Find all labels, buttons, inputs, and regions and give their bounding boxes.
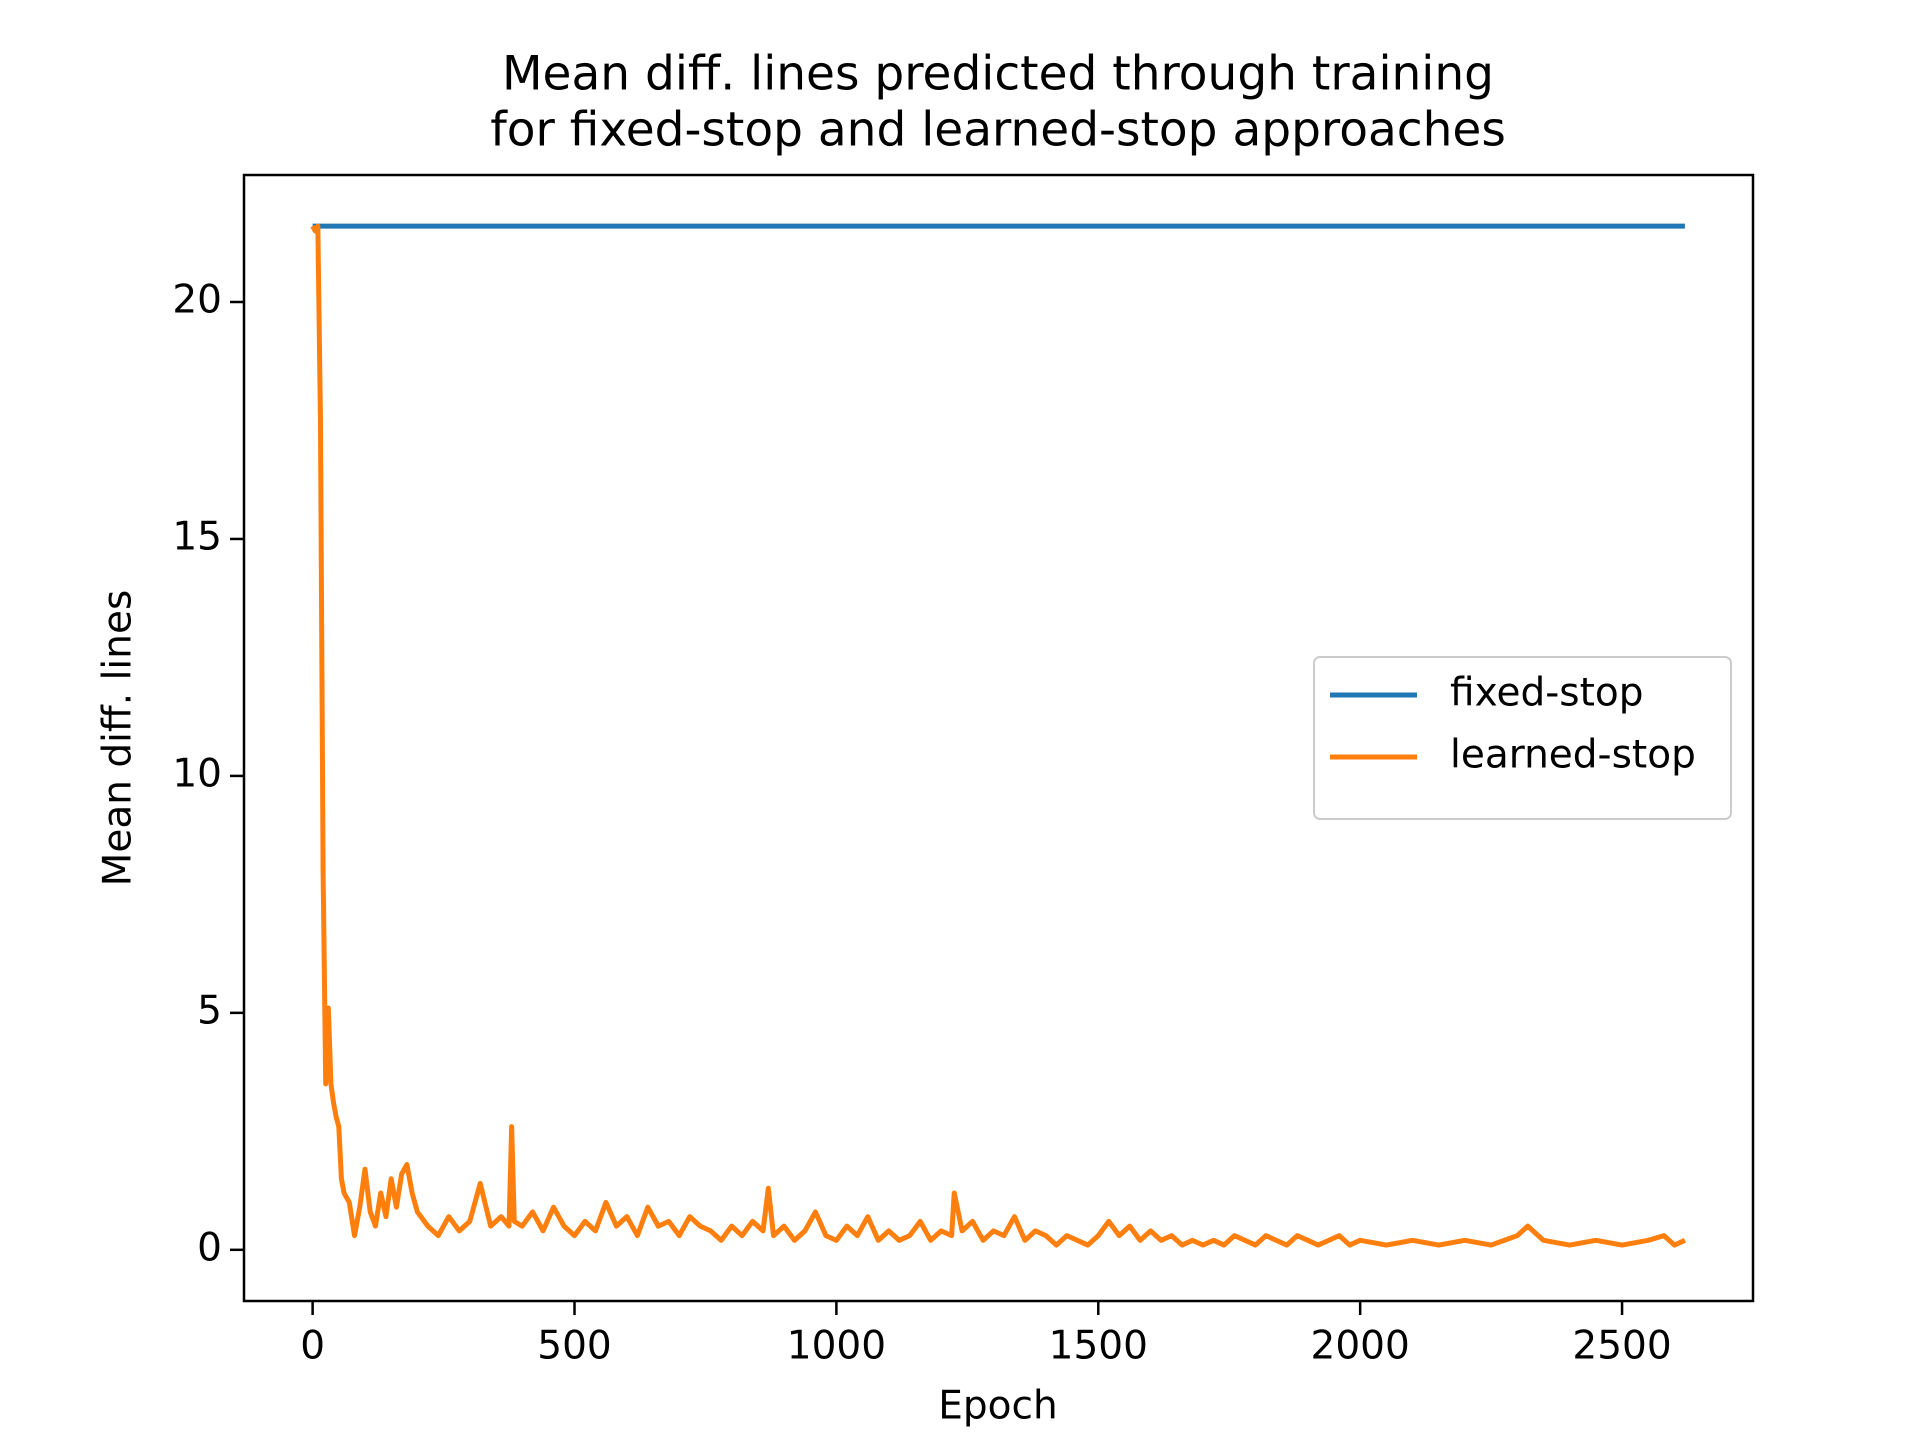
x-axis-label: Epoch [938, 1384, 1057, 1429]
x-tick-label: 0 [300, 1324, 325, 1369]
y-tick-label: 15 [172, 514, 222, 559]
legend-label: fixed-stop [1450, 671, 1644, 716]
series-line [310, 223, 1686, 1248]
x-tick-label: 2000 [1311, 1324, 1410, 1369]
y-tick-label: 0 [197, 1225, 222, 1270]
x-tick-label: 1000 [787, 1324, 886, 1369]
x-tick-label: 500 [537, 1324, 611, 1369]
legend-box [1313, 656, 1732, 820]
y-axis-label: Mean diff. lines [96, 590, 141, 887]
y-tick-label: 20 [172, 278, 222, 323]
legend: fixed-stop learned-stop [1313, 656, 1732, 820]
chart-title: for fixed-stop and learned-stop approach… [490, 103, 1506, 158]
x-tick-label: 1500 [1049, 1324, 1148, 1369]
y-tick-label: 5 [197, 988, 222, 1033]
plot-frame [242, 173, 1755, 1303]
y-tick-label: 10 [172, 751, 222, 796]
legend-label: learned-stop [1450, 733, 1696, 778]
x-tick-label: 2500 [1572, 1324, 1671, 1369]
chart-title: Mean diff. lines predicted through train… [502, 47, 1494, 102]
